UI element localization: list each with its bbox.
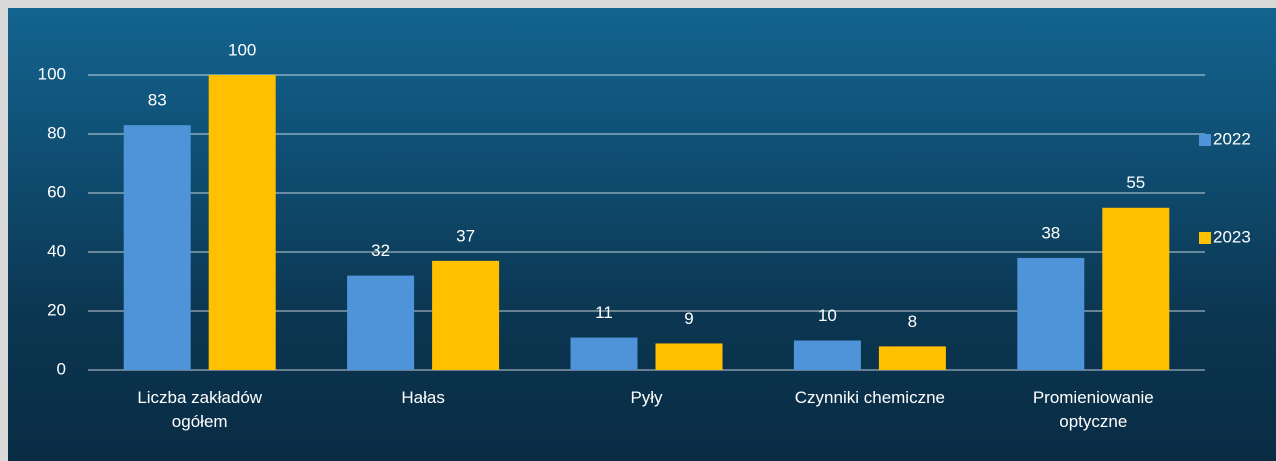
bar xyxy=(123,125,191,371)
bar xyxy=(655,343,723,370)
y-tick-label: 40 xyxy=(47,241,66,260)
bar xyxy=(878,346,946,370)
chart-area: 0 20 40 60 80 100 83 100 32 37 11 9 10 8 38 55 2022 2023 … xyxy=(8,8,1276,461)
data-label: 10 xyxy=(818,306,837,325)
data-label: 32 xyxy=(371,241,390,260)
bar xyxy=(1102,207,1170,370)
data-label: 55 xyxy=(1126,173,1145,192)
y-tick-label: 80 xyxy=(47,123,66,142)
y-tick-label: 60 xyxy=(47,182,66,201)
data-label: 37 xyxy=(456,226,475,245)
data-label: 9 xyxy=(684,309,693,328)
legend-swatch xyxy=(1199,134,1211,146)
x-tick-label: Hałas xyxy=(401,388,445,407)
bar xyxy=(570,337,638,370)
y-tick-label: 0 xyxy=(57,359,66,378)
legend-label: 2022 xyxy=(1213,129,1251,148)
bar xyxy=(208,75,276,370)
legend-swatch xyxy=(1199,232,1211,244)
y-tick-label: 20 xyxy=(47,300,66,319)
data-label: 100 xyxy=(228,40,256,59)
x-tick-label: Liczba zakładów ogółem xyxy=(137,388,263,431)
chart: 0 20 40 60 80 100 83 100 32 37 11 9 10 8 38 55 2022 2023 xyxy=(38,40,1251,378)
bar xyxy=(347,275,415,370)
x-tick-label: Promieniowanie optyczne xyxy=(1032,388,1154,431)
x-tick-label: Pyły xyxy=(630,388,663,407)
bar xyxy=(793,340,861,370)
data-label: 8 xyxy=(908,312,917,331)
bar xyxy=(432,260,500,370)
data-label: 38 xyxy=(1041,223,1060,242)
y-tick-label: 100 xyxy=(38,64,66,83)
x-tick-label: Czynniki chemiczne xyxy=(794,388,946,407)
legend-label: 2023 xyxy=(1213,227,1251,246)
data-label: 83 xyxy=(148,91,167,110)
bar xyxy=(1017,257,1085,370)
data-label: 11 xyxy=(595,303,613,322)
